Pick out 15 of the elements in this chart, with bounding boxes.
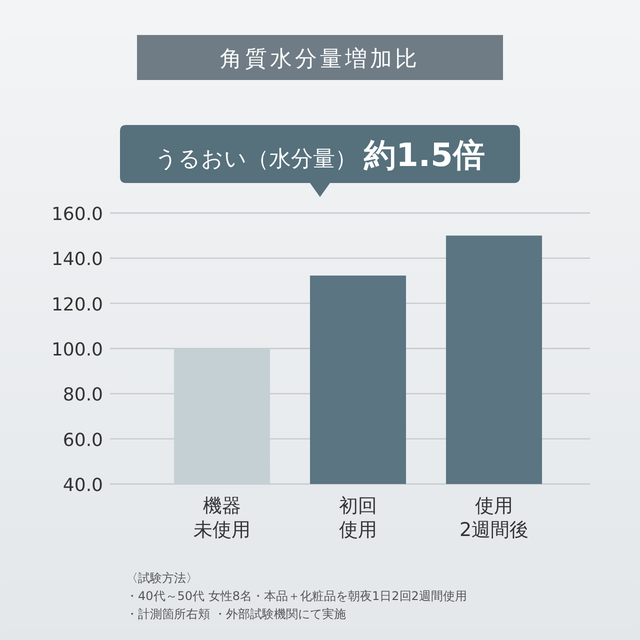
text: ・計測箇所右頬 ・外部試験機関にて実施 (126, 607, 346, 621)
text: 〈試験方法〉 (126, 571, 198, 585)
x-tick-label: 機器未使用 (194, 495, 250, 541)
y-tick-label: 60.0 (62, 430, 103, 451)
chart-subtitle: うるおい（水分量） 約1.5倍 (155, 136, 485, 174)
text: ・40代～50代 女性8名・本品＋化粧品を朝夜1日2回2週間使用 (126, 589, 467, 603)
y-tick-label: 80.0 (62, 384, 103, 406)
y-tick-label: 40.0 (62, 475, 103, 496)
y-tick-label: 100.0 (51, 340, 103, 360)
x-tick-label: 使用2週間後 (459, 495, 529, 541)
y-tick-label: 140.0 (51, 249, 103, 270)
x-tick-label: 初回使用 (339, 495, 377, 541)
y-tick-label: 160.0 (51, 204, 103, 225)
chart-title: 角質水分量増加比 (220, 47, 420, 72)
y-tick-label: 120.0 (51, 294, 103, 316)
